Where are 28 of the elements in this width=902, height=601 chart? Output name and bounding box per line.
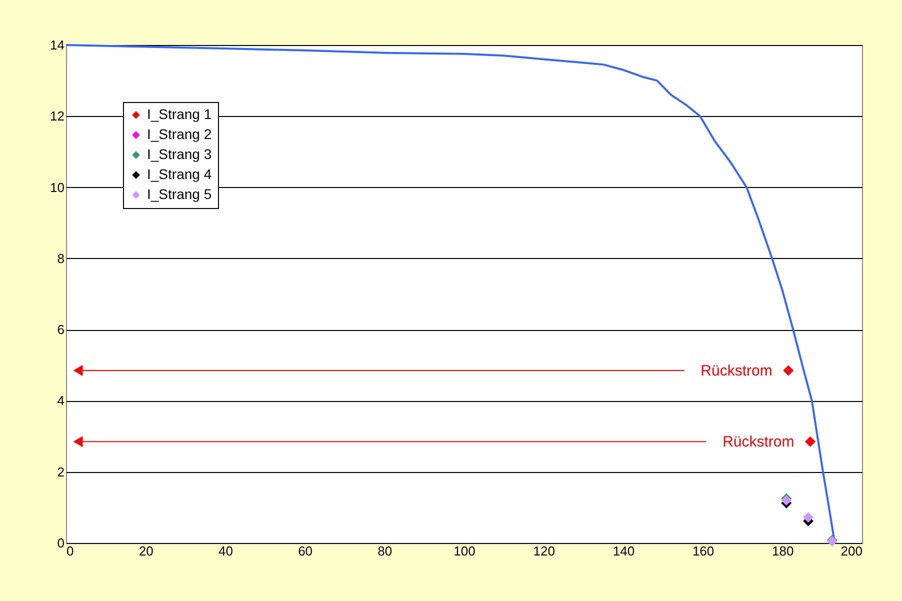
y-tick-label: 2 [57, 464, 64, 480]
annotation: Rückstrom [722, 434, 794, 451]
y-tick-label: 10 [50, 180, 64, 195]
x-tick-label: 200 [840, 544, 862, 558]
x-tick-label: 120 [533, 544, 555, 558]
point [803, 512, 814, 523]
x-tick-label: 40 [218, 544, 233, 558]
legend-label: I_Strang 1 [147, 106, 212, 122]
point [783, 365, 794, 376]
legend-label: I_Strang 5 [147, 186, 212, 202]
x-tick-label: 0 [66, 544, 74, 558]
x-tick-label: 80 [378, 544, 392, 558]
x-tick-label: 60 [298, 544, 313, 558]
x-tick-label: 160 [692, 544, 714, 558]
y-tick-label: 4 [57, 393, 64, 408]
legend-label: I_Strang 3 [147, 146, 212, 162]
x-tick-label: 100 [454, 544, 476, 558]
annotation: Rückstrom [700, 362, 772, 380]
point [805, 436, 816, 447]
y-tick-label: 12 [50, 108, 64, 124]
legend-label: I_Strang 4 [147, 166, 212, 182]
y-tick-label: 6 [57, 322, 64, 338]
legend-label: I_Strang 2 [147, 126, 212, 142]
y-tick-label: 8 [57, 250, 64, 266]
x-tick-label: 140 [612, 544, 635, 558]
x-tick-label: 180 [772, 544, 794, 558]
x-tick-label: 20 [138, 544, 154, 558]
y-tick-label: 14 [50, 38, 64, 52]
